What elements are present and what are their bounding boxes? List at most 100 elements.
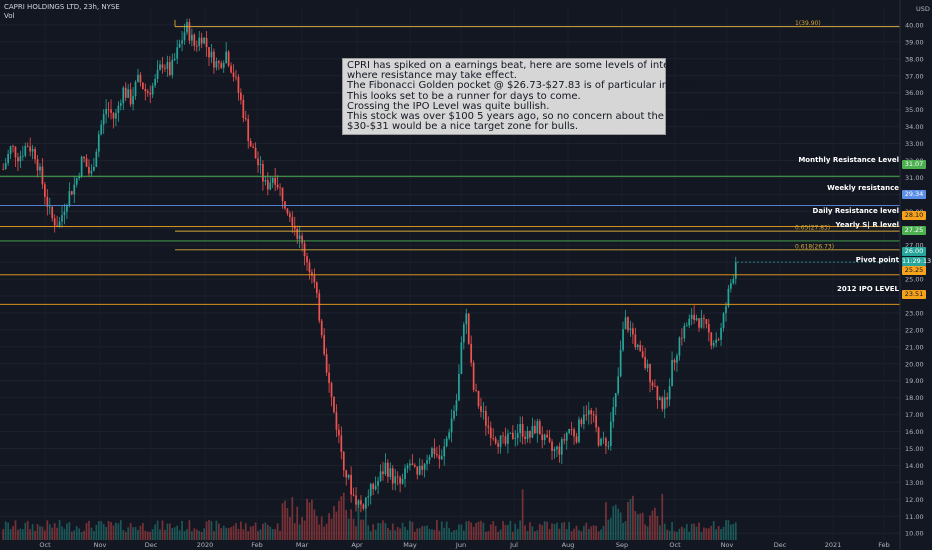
volume-bar [286,508,289,540]
volume-bar [707,528,710,540]
volume-bar [276,523,279,540]
candle-body [242,99,245,118]
candle-body [649,363,651,383]
price-tag-daily: 28.10 [902,211,926,220]
volume-bar [12,526,14,540]
volume-bar [63,528,66,540]
volume-bar [2,529,5,540]
candle-body [553,449,556,451]
volume-bar [578,530,580,540]
candle-body [117,105,120,113]
volume-bar [720,529,722,540]
candle-body [274,177,277,185]
volume-bar [97,521,100,540]
candle-body [289,213,291,218]
volume-bar [418,528,421,540]
volume-bar [254,522,257,540]
volume-bar [156,520,159,540]
volume-bar [636,514,639,540]
candle-body [472,362,475,390]
candle-body [362,504,365,509]
volume-bar [149,531,152,540]
volume-bar [252,526,254,540]
volume-bar [541,525,544,540]
volume-bar [364,510,367,540]
candle-body [254,147,257,159]
candle-body [105,108,107,115]
volume-bar [619,512,622,540]
candle-body [548,437,551,442]
price-tick-label: 25.00 [905,276,924,284]
volume-bar [548,529,551,540]
candle-body [115,112,117,119]
candle-body [514,437,517,439]
candle-body [374,485,377,490]
price-tag-yearly: 27.25 [902,226,926,235]
candle-body [477,390,480,407]
volume-bar [387,527,389,540]
volume-bar [4,521,7,540]
volume-bar [730,524,732,540]
volume-bar [117,523,120,540]
candle-body [279,187,281,189]
candle-body [137,74,139,82]
volume-bar [401,522,404,540]
volume-bar [347,518,350,540]
volume-bar [656,515,659,540]
candle-body [200,37,203,44]
volume-bar [230,527,232,540]
price-tick-label: 23.00 [905,309,924,317]
volume-bar [502,521,504,540]
time-axis[interactable]: Oct Nov Dec 2020 Feb Mar Apr May Jun Jul Aug Sep Oct… [39,541,889,549]
candle-body [487,425,490,428]
candle-body [467,313,470,344]
candle-body [595,415,597,428]
candle-body [536,421,539,434]
price-tick-label: 13.00 [905,479,924,487]
volume-bar [558,528,561,540]
candle-body [433,448,436,455]
volume-bar [291,497,294,540]
candle-body [485,411,487,426]
candle-body [379,471,382,481]
candle-body [281,187,284,202]
candle-body [367,496,370,498]
candle-body [252,146,254,148]
candle-body [710,332,713,346]
volume-bar [296,506,299,540]
volume-bar [193,528,196,540]
candle-body [504,436,507,444]
candle-body [592,414,595,416]
price-tick-label: 36.00 [905,89,924,97]
candle-body [48,206,51,208]
price-tick-label: 19.00 [905,377,924,385]
price-tick-label: 12.00 [905,496,924,504]
volume-bar [524,525,526,540]
annotation-note[interactable]: CPRI has spiked on a earnings beat, here… [342,58,726,136]
candle-body [161,64,164,68]
candle-body [46,196,49,207]
candle-body [119,103,122,106]
volume-bar [53,523,56,540]
volume-bar [78,528,81,540]
candle-body [499,435,502,447]
candle-body [315,282,318,294]
candle-body [17,157,19,162]
volume-bar [485,531,487,540]
volume-bar [458,524,460,540]
volume-bar [391,523,394,540]
candle-body [693,314,695,321]
candle-body [80,156,83,177]
candle-body [551,441,553,451]
volume-bar [318,524,321,540]
price-tag-monthly: 31.07 [902,160,926,169]
volume-bar [438,530,441,540]
candle-body [583,414,585,425]
candle-body [570,428,573,430]
candle-body [409,463,411,466]
candle-body [384,462,387,475]
volume-bar [551,523,553,540]
volume-bar [602,525,605,540]
volume-bar [112,525,115,540]
volume-bar [213,531,215,540]
